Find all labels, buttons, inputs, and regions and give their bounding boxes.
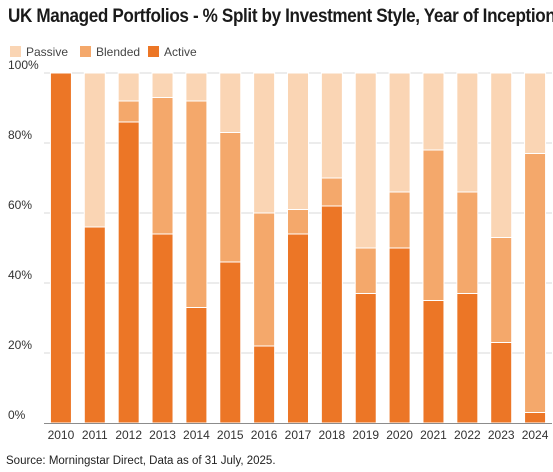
x-tick-label: 2014	[183, 428, 210, 442]
bar-active-2023	[490, 342, 513, 424]
bar-passive-2014	[185, 72, 208, 102]
bar-passive-2012	[117, 72, 140, 102]
bar-passive-2013	[151, 72, 174, 98]
bar-passive-2017	[287, 72, 309, 210]
source-note: Source: Morningstar Direct, Data as of 3…	[6, 455, 276, 467]
bar-active-2016	[253, 345, 276, 424]
x-tick-label: 2011	[82, 428, 108, 442]
bar-blended-2014	[185, 100, 208, 308]
y-tick-label: 100%	[8, 58, 39, 72]
bar-blended-2024	[524, 153, 547, 413]
bar-active-2012	[117, 121, 140, 424]
bar-passive-2022	[456, 72, 479, 193]
bar-active-2014	[185, 307, 208, 424]
bar-active-2017	[287, 233, 309, 424]
y-axis-ticks: 0% 20% 40% 60% 80% 100%	[8, 58, 39, 422]
y-tick-label: 40%	[8, 268, 32, 282]
bar-blended-2021	[422, 149, 445, 301]
bar-active-2021	[422, 300, 445, 424]
bar-blended-2020	[388, 191, 411, 249]
bar-active-2018	[320, 205, 343, 424]
bar-active-2011	[83, 226, 106, 424]
bar-passive-2023	[490, 72, 513, 238]
bar-active-2015	[219, 261, 242, 424]
bar-blended-2019	[354, 247, 377, 294]
y-tick-label: 60%	[8, 198, 32, 212]
bar-blended-2013	[151, 97, 174, 235]
x-tick-label: 2024	[522, 428, 549, 442]
x-tick-label: 2017	[285, 428, 312, 442]
legend-label-passive: Passive	[26, 45, 68, 59]
x-tick-label: 2019	[352, 428, 379, 442]
legend: Passive Blended Active	[10, 45, 197, 59]
bar-active-2022	[456, 293, 479, 424]
legend-label-active: Active	[164, 45, 197, 59]
x-tick-label: 2018	[319, 428, 346, 442]
legend-swatch-passive	[10, 46, 21, 57]
bar-active-2013	[151, 233, 174, 424]
x-tick-label: 2020	[386, 428, 413, 442]
legend-swatch-active	[148, 46, 159, 57]
x-tick-label: 2010	[48, 428, 75, 442]
x-axis-ticks: 2010 2011 2012 2013 2014 2015 2016 2017 2018 2019…	[48, 428, 549, 442]
bar-passive-2019	[354, 72, 377, 249]
x-tick-label: 2016	[251, 428, 278, 442]
bar-passive-2011	[83, 72, 106, 228]
bar-blended-2016	[253, 212, 276, 347]
bar-passive-2015	[219, 72, 242, 133]
bar-active-2020	[388, 247, 411, 424]
bar-blended-2015	[219, 132, 242, 263]
bar-active-2024	[524, 412, 547, 424]
bar-blended-2017	[287, 209, 309, 235]
bar-blended-2023	[490, 237, 513, 343]
x-tick-label: 2022	[454, 428, 481, 442]
x-tick-label: 2023	[488, 428, 515, 442]
bar-passive-2018	[320, 72, 343, 179]
x-tick-label: 2021	[420, 428, 447, 442]
chart-title: UK Managed Portfolios - % Split by Inves…	[8, 6, 553, 27]
bar-passive-2016	[253, 72, 276, 214]
y-tick-label: 0%	[8, 408, 26, 422]
y-tick-label: 80%	[8, 128, 32, 142]
bar-blended-2018	[320, 177, 343, 207]
bar-blended-2012	[117, 100, 140, 123]
bars	[49, 72, 547, 424]
bar-passive-2024	[524, 72, 547, 154]
legend-label-blended: Blended	[96, 45, 140, 59]
bar-blended-2022	[456, 191, 479, 294]
bar-active-2019	[354, 293, 377, 424]
x-tick-label: 2015	[217, 428, 244, 442]
x-tick-label: 2012	[115, 428, 142, 442]
legend-swatch-blended	[80, 46, 91, 57]
x-tick-label: 2013	[149, 428, 176, 442]
y-tick-label: 20%	[8, 338, 32, 352]
bar-passive-2020	[388, 72, 411, 193]
bar-active-2010	[49, 72, 72, 424]
bar-passive-2021	[422, 72, 445, 151]
